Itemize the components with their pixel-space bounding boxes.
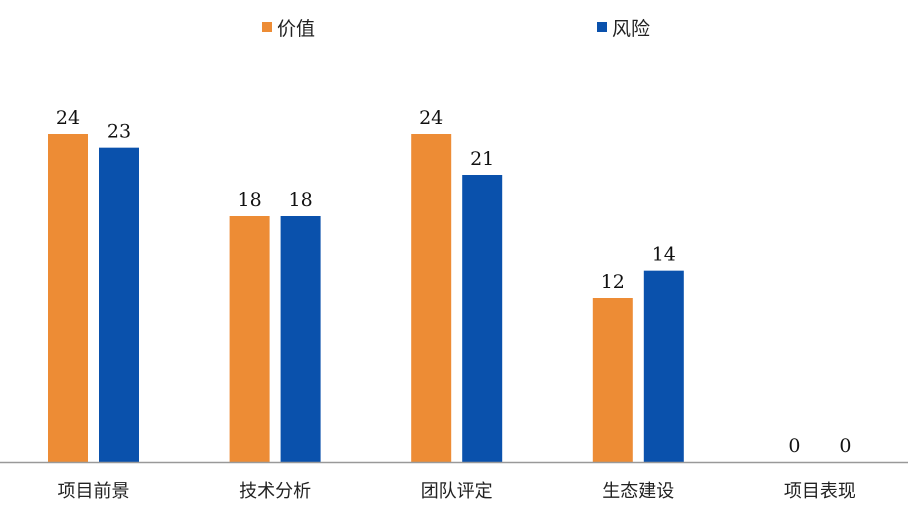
- data-label-4-series-1: 12: [601, 271, 625, 293]
- bar-1-series-1: [48, 134, 88, 462]
- bars: [48, 134, 684, 462]
- data-label-5-series-1: 0: [788, 435, 800, 457]
- category-labels: 项目前景 技术分析 团队评定 生态建设 项目表现: [58, 481, 856, 502]
- bar-3-series-1: [411, 134, 452, 462]
- data-label-3-series-1: 24: [419, 107, 443, 129]
- category-label-1: 项目前景: [58, 481, 130, 502]
- data-label-2-series-1: 18: [238, 189, 262, 211]
- data-label-1-series-2: 23: [107, 121, 131, 143]
- bar-4-series-2: [643, 270, 684, 462]
- data-label-2-series-2: 18: [289, 189, 313, 211]
- data-labels: 24 23 18 18 24 21 12 14 0 0: [56, 107, 852, 457]
- bar-2-series-2: [280, 216, 321, 462]
- category-label-2: 技术分析: [239, 481, 311, 502]
- legend-label-1: 价值: [277, 18, 315, 40]
- legend-label-2: 风险: [612, 18, 650, 40]
- bar-3-series-2: [462, 175, 503, 462]
- data-label-3-series-2: 21: [470, 148, 494, 170]
- category-label-4: 生态建设: [602, 481, 674, 502]
- data-label-5-series-2: 0: [839, 435, 851, 457]
- bar-4-series-1: [592, 298, 633, 462]
- bar-1-series-2: [99, 147, 139, 462]
- category-label-3: 团队评定: [421, 481, 493, 502]
- category-label-5: 项目表现: [784, 481, 856, 502]
- bar-2-series-1: [229, 216, 270, 462]
- data-label-1-series-1: 24: [56, 107, 80, 129]
- data-label-4-series-2: 14: [652, 244, 676, 266]
- legend-swatch-1: [262, 22, 272, 32]
- legend: 价值 风险: [262, 18, 650, 40]
- legend-swatch-2: [597, 22, 607, 32]
